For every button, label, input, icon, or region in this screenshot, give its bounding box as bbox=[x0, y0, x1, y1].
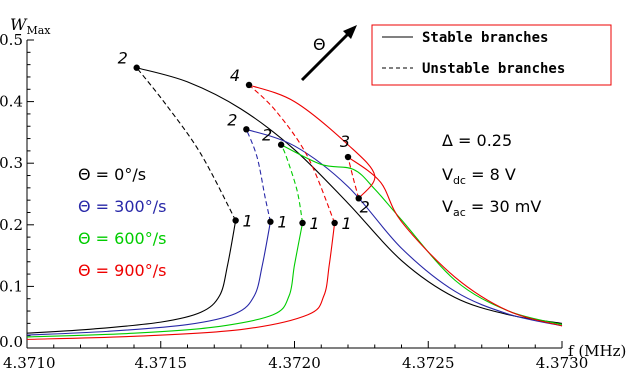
series-0-unstable bbox=[136, 67, 237, 221]
param-delta: Δ = 0.25 bbox=[442, 131, 512, 150]
point-label-1-2: 2 bbox=[227, 110, 237, 129]
bifurcation-point-3-2 bbox=[355, 195, 362, 202]
series-2-unstable bbox=[280, 144, 304, 224]
bifurcation-point-0-2 bbox=[133, 64, 140, 71]
theta-arrow-shaft bbox=[300, 31, 351, 82]
series-label-2: Θ = 600°/s bbox=[78, 229, 166, 248]
series-1-stable-lower bbox=[26, 221, 271, 336]
series-3-stable-upper-2 bbox=[347, 156, 563, 327]
x-tick-label: 4.3720 bbox=[268, 354, 321, 372]
series-2-stable-lower bbox=[26, 222, 304, 338]
bifurcation-point-1-2 bbox=[243, 126, 250, 133]
series-label-1: Θ = 300°/s bbox=[78, 197, 166, 216]
bifurcation-point-3-1 bbox=[331, 219, 338, 227]
point-label-3-4: 4 bbox=[230, 66, 240, 85]
y-tick-label: 0.2 bbox=[0, 216, 23, 234]
series-legend: Θ = 0°/s Θ = 300°/s Θ = 600°/s Θ = 900°/… bbox=[78, 165, 166, 280]
param-vdc: Vdc = 8 V bbox=[442, 165, 516, 187]
x-tick-label: 4.3730 bbox=[536, 354, 589, 372]
axes bbox=[26, 40, 562, 349]
series-1-stable-upper bbox=[246, 128, 563, 327]
bifurcation-point-0-1 bbox=[232, 217, 239, 224]
curves bbox=[26, 67, 563, 340]
point-label-3-2: 2 bbox=[360, 197, 370, 216]
bifurcation-point-2-1 bbox=[299, 219, 306, 227]
series-3-stable-lower bbox=[26, 222, 336, 340]
y-tick-label: 0.0 bbox=[0, 333, 23, 351]
legend-box bbox=[371, 24, 612, 86]
point-label-2-2: 2 bbox=[262, 126, 272, 145]
series-3-stable-upper bbox=[248, 84, 376, 199]
y-tick-label: 0.5 bbox=[0, 31, 23, 49]
series-3-unstable-2 bbox=[347, 156, 360, 199]
series-label-3: Θ = 900°/s bbox=[78, 261, 166, 280]
x-axis-label: f (MHz) bbox=[568, 342, 626, 360]
y-tick-label: 0.1 bbox=[0, 277, 23, 295]
point-label-3-1: 1 bbox=[342, 214, 352, 233]
series-label-0: Θ = 0°/s bbox=[78, 165, 146, 184]
param-vac: Vac = 30 mV bbox=[442, 197, 541, 219]
parameters: Δ = 0.25 Vdc = 8 V Vac = 30 mV bbox=[442, 131, 541, 219]
ticks: 4.3710 4.3715 4.3720 4.3725 4.3730 0.0 0.1 0.2 0… bbox=[0, 31, 588, 372]
series-0-stable-upper bbox=[136, 67, 563, 324]
y-tick-label: 0.3 bbox=[0, 154, 23, 172]
theta-arrow-label: Θ bbox=[313, 35, 326, 54]
point-label-2-1: 1 bbox=[309, 214, 319, 233]
bifurcation-point-1-1 bbox=[267, 218, 274, 225]
x-tick-label: 4.3715 bbox=[135, 354, 188, 372]
point-label-0-1: 1 bbox=[243, 211, 253, 230]
legend: Stable branches Unstable branches bbox=[371, 24, 612, 86]
legend-stable-label: Stable branches bbox=[422, 30, 548, 46]
point-label-0-2: 2 bbox=[118, 49, 128, 68]
point-label-3-3: 3 bbox=[340, 132, 350, 151]
theta-arrow-head bbox=[343, 25, 357, 39]
series-3-unstable bbox=[248, 84, 336, 224]
bifurcation-point-3-3 bbox=[344, 153, 352, 161]
theta-arrow: Θ bbox=[300, 25, 357, 82]
series-1-unstable bbox=[245, 129, 271, 222]
legend-unstable-label: Unstable branches bbox=[422, 61, 565, 77]
x-tick-label: 4.3710 bbox=[3, 354, 56, 372]
series-0-stable-lower bbox=[26, 220, 237, 334]
bifurcation-point-3-4 bbox=[245, 81, 253, 89]
y-axis-label: WMax bbox=[10, 15, 51, 37]
y-tick-label: 0.4 bbox=[0, 93, 23, 111]
x-tick-label: 4.3725 bbox=[402, 354, 455, 372]
bifurcation-point-2-2 bbox=[277, 141, 285, 148]
point-label-1-1: 1 bbox=[277, 213, 287, 232]
